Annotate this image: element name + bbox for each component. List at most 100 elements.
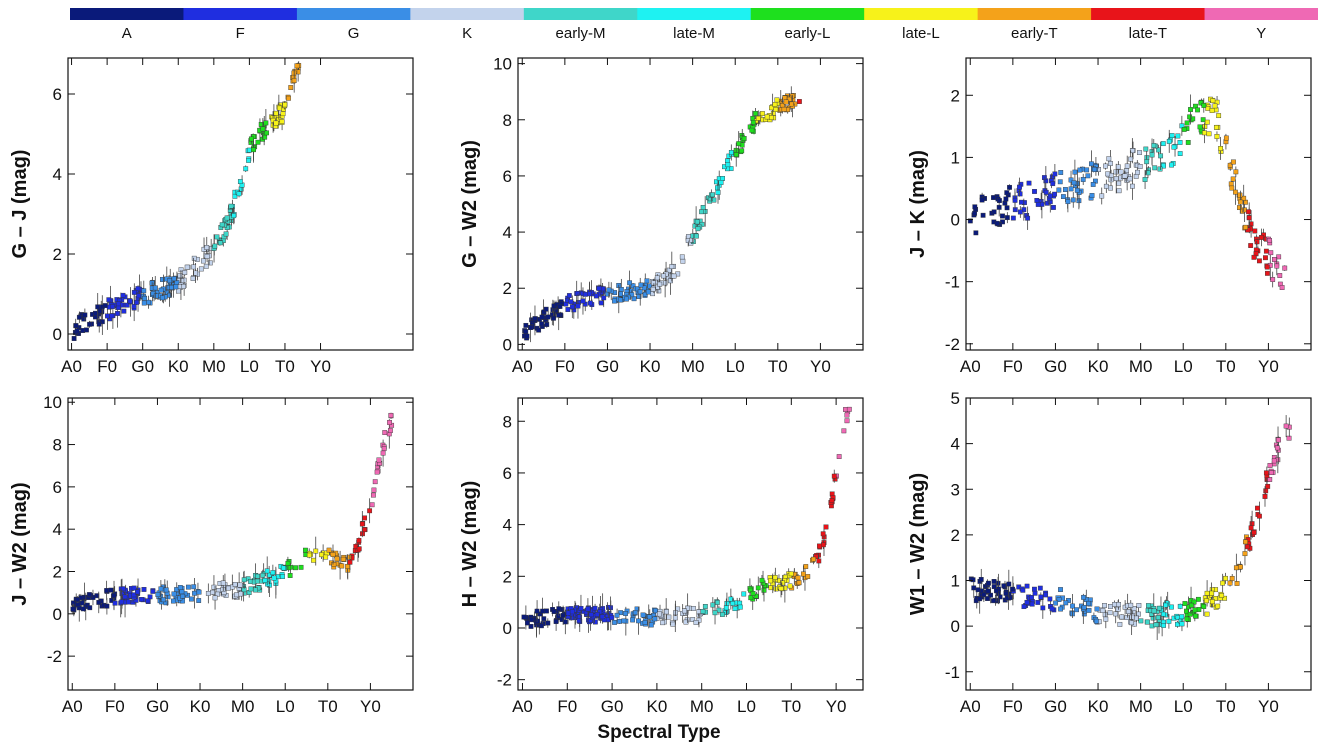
data-point	[664, 609, 669, 615]
data-point	[263, 120, 269, 126]
data-point	[739, 148, 745, 154]
data-point	[627, 280, 633, 286]
data-point	[592, 619, 598, 625]
data-point	[1128, 602, 1134, 608]
data-point	[1271, 458, 1277, 464]
data-point	[1184, 616, 1190, 622]
data-point	[1283, 423, 1289, 429]
data-point	[714, 600, 720, 605]
data-point	[715, 185, 720, 191]
data-point	[122, 594, 128, 600]
data-point	[279, 119, 285, 124]
data-point	[1116, 188, 1122, 194]
y-axis-label: J – K (mag)	[907, 150, 929, 258]
colorbar-label: G	[348, 25, 360, 42]
data-point	[203, 263, 209, 269]
x-tick-label: L0	[240, 357, 259, 376]
data-point	[805, 574, 811, 579]
x-tick-label: M0	[1129, 357, 1153, 376]
data-point	[362, 515, 368, 521]
data-point	[288, 85, 294, 90]
data-point	[618, 291, 623, 297]
data-point	[116, 301, 121, 307]
data-point	[1206, 131, 1212, 137]
data-point	[1263, 488, 1269, 494]
data-point	[1267, 238, 1272, 243]
data-point	[1146, 603, 1151, 608]
data-point	[978, 577, 984, 582]
x-tick-label: G0	[146, 697, 169, 716]
data-point	[1133, 615, 1139, 621]
data-point	[632, 610, 638, 615]
x-tick-label: A0	[62, 697, 83, 716]
y-tick-label: -1	[945, 663, 960, 682]
data-point	[211, 584, 217, 590]
x-tick-label: K0	[646, 697, 667, 716]
data-point	[737, 604, 743, 610]
panel-3: -2 -1 0 1 2 A0 F0 G0 K0 M0 L0 T0 Y0 J – K (mag)	[907, 57, 1312, 376]
data-point	[1256, 258, 1262, 264]
data-point	[690, 617, 696, 622]
colorbar-segment-G	[296, 8, 411, 20]
data-point	[277, 105, 282, 111]
data-point	[251, 147, 256, 153]
data-point	[356, 546, 362, 552]
data-point	[1248, 243, 1254, 248]
x-tick-label: A0	[61, 357, 82, 376]
data-point	[374, 469, 380, 475]
data-point	[359, 521, 365, 527]
colorbar-segment-early-T	[977, 8, 1092, 20]
data-point	[741, 591, 747, 597]
x-tick-label: K0	[190, 697, 211, 716]
y-tick-label: 4	[503, 223, 512, 242]
data-point	[171, 598, 176, 604]
data-point	[565, 610, 571, 616]
data-point	[1272, 257, 1277, 262]
data-point	[1108, 161, 1113, 166]
y-tick-label: 8	[53, 436, 62, 455]
y-tick-label: -1	[945, 273, 960, 292]
data-point	[730, 600, 736, 606]
data-point	[545, 314, 551, 320]
data-point	[1179, 621, 1185, 627]
data-point	[1263, 248, 1269, 254]
y-tick-label: 3	[951, 480, 960, 499]
data-point	[205, 591, 211, 596]
data-point	[539, 314, 545, 320]
data-point	[111, 593, 117, 598]
x-tick-label: K0	[1088, 357, 1109, 376]
data-point	[1137, 164, 1143, 169]
data-point	[153, 293, 159, 299]
data-point	[755, 585, 761, 591]
y-tick-label: 6	[53, 85, 62, 104]
y-tick-label: 6	[503, 464, 512, 483]
data-point	[1169, 604, 1174, 610]
data-point	[1242, 551, 1248, 557]
data-point	[158, 586, 164, 592]
data-point	[1099, 193, 1105, 199]
data-point	[1219, 593, 1225, 598]
x-tick-label: A0	[960, 357, 981, 376]
data-point	[544, 322, 550, 327]
plot-frame	[67, 397, 414, 691]
data-point	[198, 266, 204, 272]
data-point	[1237, 192, 1243, 198]
data-point	[323, 554, 329, 560]
data-point	[1043, 592, 1049, 598]
data-point	[241, 577, 247, 583]
data-point	[1086, 600, 1091, 606]
data-point	[1213, 124, 1219, 130]
data-point	[1195, 596, 1201, 602]
data-point	[387, 420, 392, 425]
y-tick-label: 0	[53, 605, 62, 624]
data-point	[748, 595, 754, 601]
x-tick-label: Y0	[360, 697, 381, 716]
data-point	[772, 102, 778, 107]
colorbar-label: A	[122, 25, 132, 42]
data-point	[588, 612, 594, 618]
data-point	[191, 584, 197, 590]
data-point	[168, 285, 174, 290]
y-tick-label: 1	[951, 572, 960, 591]
data-point	[1169, 162, 1174, 168]
data-point	[131, 289, 137, 295]
